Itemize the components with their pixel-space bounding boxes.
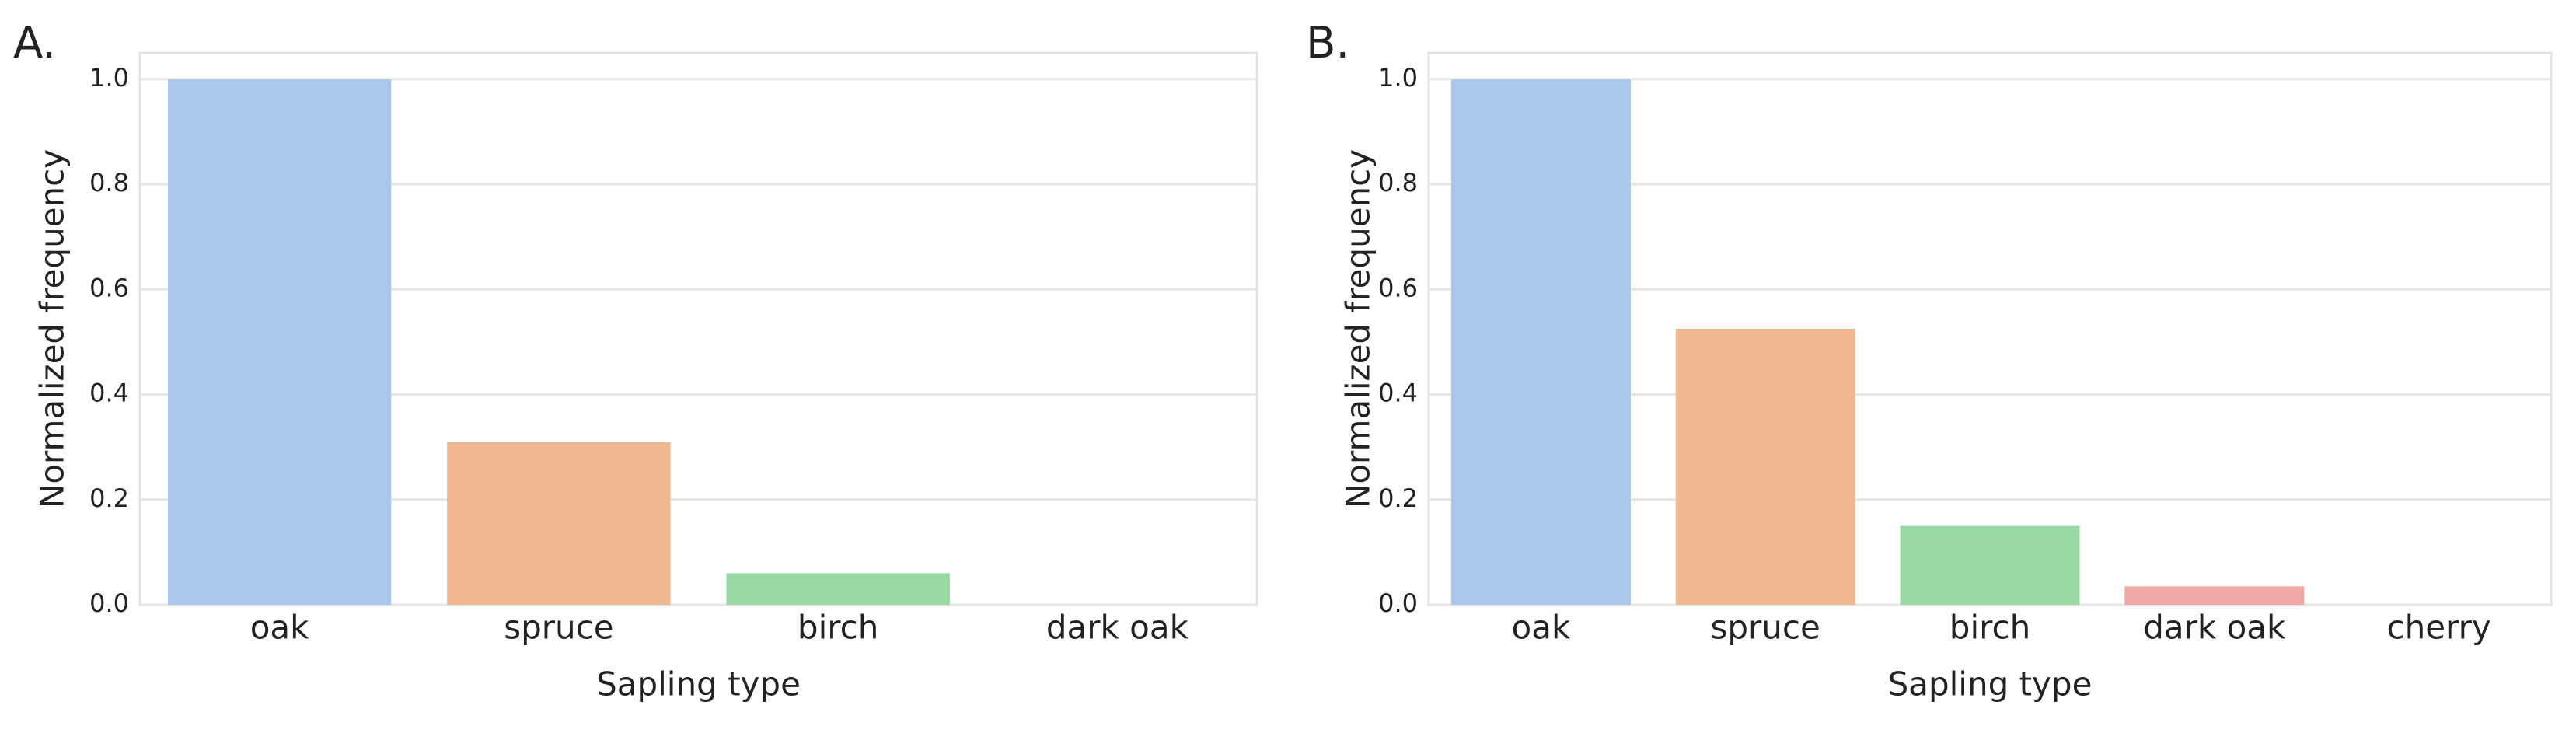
x-tick-label: spruce (504, 609, 613, 647)
bar (2124, 586, 2305, 605)
y-tick-label: 0.2 (89, 483, 129, 513)
bar (167, 79, 392, 606)
y-tick-label: 0.8 (1378, 168, 1418, 197)
x-axis-title: Sapling type (1888, 665, 2093, 703)
panel-label: A. (13, 18, 56, 68)
x-tick-label: cherry (2386, 609, 2490, 647)
y-tick-label: 1.0 (1378, 63, 1418, 92)
y-tick-label: 0.6 (1378, 273, 1418, 302)
bar (726, 573, 950, 605)
x-axis-title: Sapling type (596, 665, 801, 703)
y-tick-label: 0.6 (89, 273, 129, 302)
x-tick-label: birch (1949, 609, 2030, 647)
bar (1900, 525, 2080, 605)
panel-label: B. (1306, 18, 1349, 68)
x-tick-label: dark oak (2143, 609, 2286, 647)
bar (1450, 79, 1631, 606)
y-axis-title: Normalized frequency (1339, 149, 1377, 508)
x-tick-label: birch (798, 609, 878, 647)
y-tick-label: 0.4 (1378, 379, 1418, 408)
x-tick-label: dark oak (1046, 609, 1189, 647)
y-tick-label: 0.2 (1378, 483, 1418, 513)
y-axis-title: Normalized frequency (33, 149, 72, 508)
bar (1675, 329, 1855, 605)
bar (447, 442, 671, 605)
x-tick-label: spruce (1711, 609, 1820, 647)
y-tick-label: 0.8 (89, 168, 129, 197)
x-tick-label: oak (1512, 609, 1571, 647)
x-tick-label: oak (250, 609, 309, 647)
y-tick-label: 0.0 (89, 588, 129, 618)
y-tick-label: 1.0 (89, 63, 129, 92)
y-tick-label: 0.4 (89, 379, 129, 408)
y-tick-label: 0.0 (1378, 588, 1418, 618)
